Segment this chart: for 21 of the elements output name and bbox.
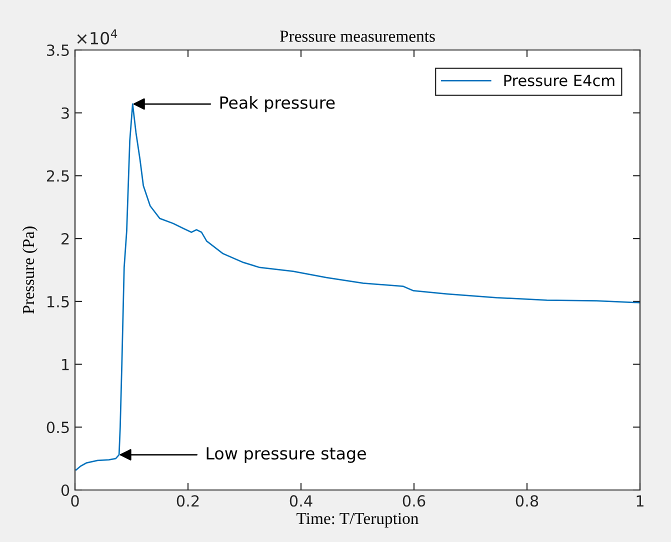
x-tick-label: 0.6: [402, 495, 426, 507]
legend-label: Pressure E4cm: [504, 74, 614, 86]
x-tick-label: 1: [636, 495, 644, 506]
y-tick-label: 0.5: [46, 422, 69, 434]
annotation: Low pressure stage: [206, 447, 366, 463]
y-tick-label: 2.5: [46, 170, 69, 182]
y-tick-label: 0: [61, 484, 70, 496]
x-tick-label: 0.2: [176, 495, 199, 507]
y-tick-label: 3.5: [47, 44, 69, 56]
x-axis-title: Time: T/Teruption: [296, 512, 418, 528]
y-tick-label: 1: [62, 358, 69, 370]
text: ×10$^{4}$: [77, 29, 118, 44]
y-tick-label: 1.5: [48, 296, 69, 308]
y-tick-label: 2: [62, 233, 69, 244]
chart-title: Pressure measurements: [280, 30, 435, 42]
x-tick-label: 0.8: [516, 495, 538, 507]
x-tick-label: 0: [71, 495, 79, 507]
x-tick-label: 0.4: [290, 495, 312, 507]
y-axis-title: Pressure (Pa): [22, 226, 38, 314]
y-tick-label: 3: [62, 107, 69, 119]
annotation: Peak pressure: [220, 96, 335, 112]
